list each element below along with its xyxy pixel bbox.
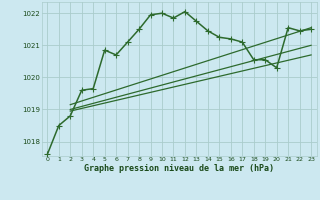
X-axis label: Graphe pression niveau de la mer (hPa): Graphe pression niveau de la mer (hPa): [84, 164, 274, 173]
